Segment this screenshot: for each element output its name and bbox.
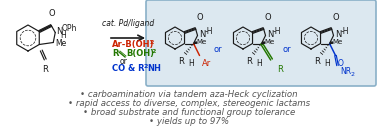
Text: • yields up to 97%: • yields up to 97% <box>149 117 229 126</box>
Text: O: O <box>49 9 56 18</box>
Text: H: H <box>325 59 330 67</box>
Text: O: O <box>264 13 271 22</box>
Text: Ar-B(OH): Ar-B(OH) <box>112 40 154 49</box>
Text: Me: Me <box>265 39 275 44</box>
Text: OPh: OPh <box>61 24 77 33</box>
Text: • carboamination via tandem aza-Heck cyclization: • carboamination via tandem aza-Heck cyc… <box>80 90 298 99</box>
FancyBboxPatch shape <box>146 0 376 86</box>
Text: Me: Me <box>55 39 67 48</box>
Text: H: H <box>60 31 66 40</box>
Polygon shape <box>194 42 197 43</box>
Text: -H: -H <box>204 27 213 36</box>
Text: R: R <box>112 49 118 58</box>
Text: • broad substrate and functional group tolerance: • broad substrate and functional group t… <box>83 108 295 117</box>
Text: NR: NR <box>341 67 352 76</box>
Text: 2: 2 <box>143 64 147 69</box>
Text: O: O <box>332 13 339 22</box>
Text: -H: -H <box>273 27 281 36</box>
Text: Me: Me <box>197 39 207 44</box>
Text: Ar: Ar <box>201 59 211 68</box>
Text: Me: Me <box>333 39 343 44</box>
Text: CO & R: CO & R <box>112 64 145 73</box>
Text: H: H <box>257 59 262 67</box>
Text: R: R <box>42 64 48 74</box>
Text: or: or <box>283 46 291 55</box>
Text: N: N <box>336 30 342 39</box>
Text: N: N <box>56 27 63 36</box>
Text: -H: -H <box>341 27 349 36</box>
Text: or: or <box>214 46 222 55</box>
Text: H: H <box>189 59 194 67</box>
Text: cat. Pd/ligand: cat. Pd/ligand <box>102 19 154 28</box>
Text: R: R <box>246 58 251 67</box>
Text: 2: 2 <box>350 71 355 76</box>
Text: N: N <box>200 30 206 39</box>
Text: N: N <box>268 30 274 39</box>
Text: O: O <box>338 59 343 68</box>
Text: 2: 2 <box>152 49 156 54</box>
Text: 2: 2 <box>149 40 153 45</box>
Text: O: O <box>196 13 203 22</box>
Polygon shape <box>330 42 333 43</box>
Text: NH: NH <box>147 64 161 73</box>
Text: B(OH): B(OH) <box>126 49 154 58</box>
Text: R: R <box>178 58 184 67</box>
Polygon shape <box>262 42 265 43</box>
Text: or: or <box>120 57 128 66</box>
Text: • rapid access to diverse, complex, stereogenic lactams: • rapid access to diverse, complex, ster… <box>68 99 310 108</box>
Text: R: R <box>314 58 319 67</box>
Text: R: R <box>277 66 284 75</box>
